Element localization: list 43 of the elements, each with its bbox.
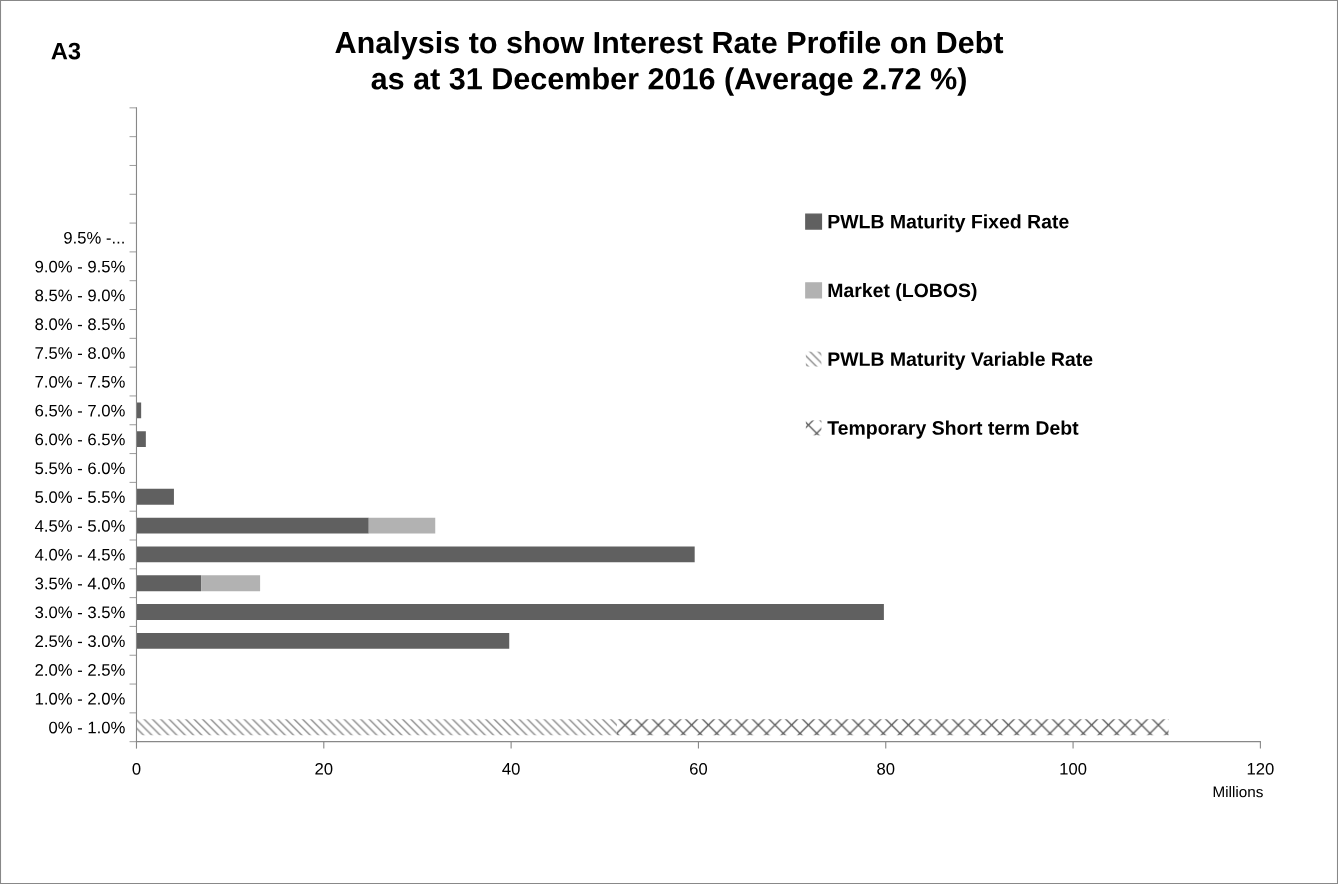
y-tick-label: 2.5% - 3.0% (35, 635, 125, 648)
x-tick-label: 40 (502, 762, 520, 775)
bar (368, 517, 436, 534)
y-tick-label: 5.5% - 6.0% (35, 462, 125, 475)
y-tick-label: 3.0% - 3.5% (35, 606, 125, 619)
bar (136, 546, 695, 563)
y-tick-label: 4.0% - 4.5% (34, 548, 125, 561)
x-tick-label: 20 (315, 762, 333, 775)
y-tick-label: 9.0% - 9.5% (35, 260, 125, 273)
x-tick-label: 0 (132, 762, 141, 775)
y-tick-label: 4.5% - 5.0% (34, 520, 125, 532)
y-tick-label: 8.0% - 8.5% (35, 318, 125, 331)
legend-label: Temporary Short term Debt (827, 420, 1079, 439)
y-tick-label: 9.5% -... (64, 231, 124, 244)
bar (201, 575, 261, 592)
bar (136, 488, 174, 505)
x-axis-title: Millions (1213, 786, 1263, 798)
bar (616, 719, 1169, 736)
bar (136, 604, 884, 620)
text: A3 (51, 42, 81, 60)
y-tick-label: 3.5% - 4.0% (35, 577, 125, 590)
bar (136, 575, 202, 592)
chart-title: Analysis to show Interest Rate Profile on Debt as at 31 December 2016 (Average 2.72 %) (335, 30, 1004, 96)
bar (136, 632, 510, 649)
y-tick-label: 7.5% - 8.0% (35, 347, 125, 359)
legend-label: Market (LOBOS) (828, 282, 977, 302)
bar (136, 719, 617, 736)
y-tick-label: 7.0% - 7.5% (35, 375, 125, 388)
x-tick-label: 100 (1060, 762, 1087, 775)
y-tick-label: 5.0% - 5.5% (35, 491, 125, 503)
legend-label: PWLB Maturity Fixed Rate (828, 214, 1069, 233)
x-tick-label: 60 (690, 762, 708, 775)
y-tick-label: 0% - 1.0% (49, 721, 125, 734)
y-tick-label: 1.0% - 2.0% (35, 692, 125, 705)
legend-label: PWLB Maturity Variable Rate (828, 351, 1093, 370)
y-tick-label: 6.0% - 6.5% (35, 433, 125, 446)
x-tick-label: 120 (1247, 762, 1274, 775)
bar (136, 517, 369, 534)
y-tick-label: 2.0% - 2.5% (35, 664, 125, 676)
y-tick-label: 8.5% - 9.0% (35, 289, 125, 302)
bar (136, 431, 146, 448)
x-tick-label: 80 (877, 762, 895, 775)
y-tick-label: 6.5% - 7.0% (35, 404, 125, 417)
